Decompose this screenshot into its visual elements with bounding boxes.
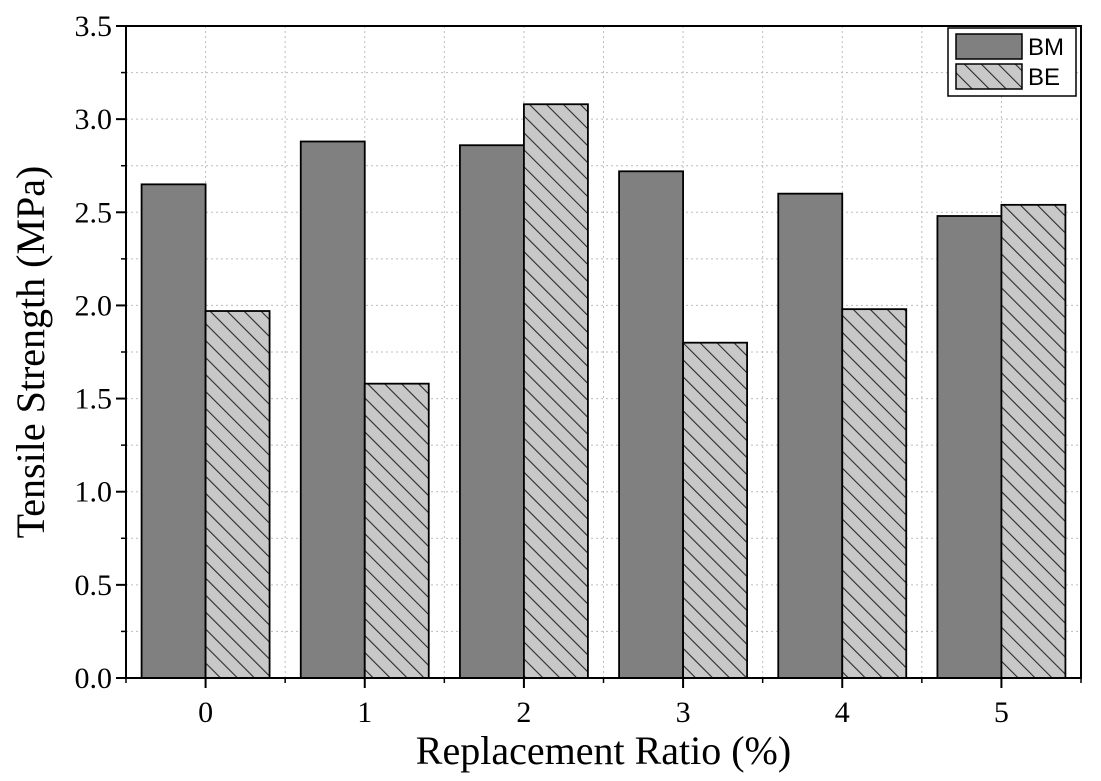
bar-BE-3 [682, 341, 748, 679]
x-axis-title: Replacement Ratio (%) [416, 728, 791, 773]
bar-BE-1 [363, 382, 430, 679]
y-tick-label: 2.5 [75, 196, 113, 229]
y-tick-label: 2.0 [75, 289, 113, 322]
y-tick-label: 1.5 [75, 383, 113, 416]
bar-BE-0 [204, 310, 271, 679]
y-tick-label: 0.5 [75, 569, 113, 602]
y-tick-label: 1.0 [75, 476, 113, 509]
bar-BM-5 [936, 215, 1003, 679]
x-tick-label: 4 [835, 696, 850, 729]
bar-BE-2 [523, 103, 589, 679]
legend-swatch-BE [955, 63, 1023, 90]
bar-BM-4 [777, 192, 844, 679]
bar-BE-4 [841, 308, 908, 679]
legend-swatch-BM [955, 33, 1023, 60]
y-axis-title: Tensile Strength (MPa) [8, 166, 53, 539]
x-tick-label: 3 [676, 696, 691, 729]
legend: BM BE [947, 27, 1077, 97]
bar-BM-2 [459, 144, 525, 679]
axes [116, 25, 1082, 688]
legend-label-BE: BE [1028, 64, 1060, 91]
tick-labels: 0.0 0.5 1.0 1.5 2.0 2.5 3.0 3.5 0 1 2 3 4 5 [75, 10, 1009, 729]
y-tick-label: 0.0 [75, 662, 113, 695]
x-tick-label: 1 [357, 696, 372, 729]
bar-BM-0 [140, 183, 207, 679]
x-tick-label: 0 [198, 696, 213, 729]
legend-label-BM: BM [1028, 34, 1064, 61]
x-tick-label: 2 [516, 696, 531, 729]
y-tick-label: 3.5 [75, 10, 113, 43]
bars [140, 103, 1067, 679]
bar-BM-3 [618, 170, 684, 679]
y-tick-label: 3.0 [75, 103, 113, 136]
bar-BM-1 [299, 140, 366, 679]
x-tick-label: 5 [994, 696, 1009, 729]
bar-BE-5 [1000, 203, 1067, 679]
